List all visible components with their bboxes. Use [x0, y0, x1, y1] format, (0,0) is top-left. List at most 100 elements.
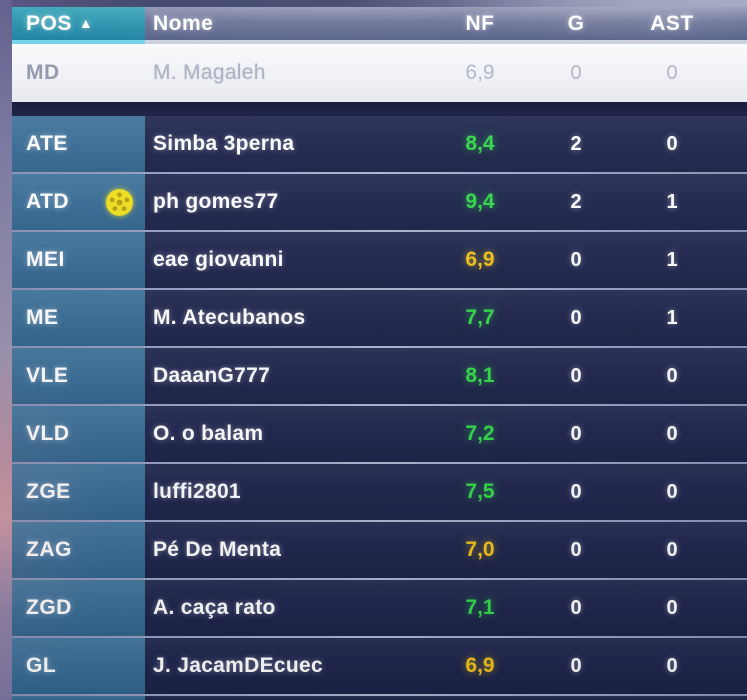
match-rating: 7,5	[465, 480, 495, 503]
table-row[interactable]: VLD O. o balam 7,2 0 0	[12, 406, 747, 462]
row-separator	[12, 404, 747, 406]
goals-value: 0	[570, 61, 582, 84]
position-cell: VLE	[12, 348, 145, 404]
position-label: MEI	[26, 248, 65, 271]
assists-value: 0	[666, 654, 678, 677]
table-header-row: POS ▲ Nome NF G AST	[12, 7, 747, 40]
player-name: luffi2801	[153, 480, 241, 503]
position-label: VLD	[26, 422, 70, 445]
position-cell: ZAG	[12, 522, 145, 578]
player-name: DaaanG777	[153, 364, 271, 387]
player-name: J. JacamDEcuec	[153, 654, 323, 677]
header-underline	[12, 40, 747, 44]
match-rating: 7,7	[465, 306, 495, 329]
table-row[interactable]: ZAG Pé De Menta 7,0 0 0	[12, 522, 747, 578]
goals-value: 2	[570, 132, 582, 155]
column-header-name[interactable]: Nome	[153, 11, 214, 35]
row-separator	[12, 578, 747, 580]
player-name: M. Magaleh	[153, 61, 266, 84]
match-rating: 7,0	[465, 538, 495, 561]
assists-value: 0	[666, 596, 678, 619]
match-rating: 6,9	[465, 61, 495, 84]
table-row[interactable]: ATD ph gomes77 9,4 2 1	[12, 174, 747, 230]
position-label: GL	[26, 654, 57, 677]
table-body: MD M. Magaleh 6,9 0 0 ATE	[12, 44, 747, 694]
table-row[interactable]: ZGE luffi2801 7,5 0 0	[12, 464, 747, 520]
background-strip	[0, 0, 12, 700]
column-header-goals[interactable]: G	[567, 11, 585, 35]
table-row[interactable]: ZGD A. caça rato 7,1 0 0	[12, 580, 747, 636]
position-cell: MEI	[12, 232, 145, 288]
assists-value: 0	[666, 480, 678, 503]
pos-header-label: POS	[26, 11, 72, 35]
sort-ascending-icon: ▲	[78, 14, 94, 31]
position-cell: GL	[12, 638, 145, 694]
position-cell: ATD	[12, 174, 145, 230]
position-label: ZGE	[26, 480, 71, 503]
row-separator	[12, 462, 747, 464]
column-header-pos[interactable]: POS ▲	[12, 7, 145, 40]
match-rating: 7,1	[465, 596, 495, 619]
player-name: eae giovanni	[153, 248, 284, 271]
match-rating: 8,4	[465, 132, 495, 155]
row-separator	[12, 288, 747, 290]
row-separator	[12, 230, 747, 232]
row-separator	[12, 636, 747, 638]
assists-value: 0	[666, 422, 678, 445]
column-header-rating[interactable]: NF	[465, 11, 495, 35]
position-label: ZAG	[26, 538, 72, 561]
table-row[interactable]: ATE Simba 3perna 8,4 2 0	[12, 116, 747, 172]
player-name: Pé De Menta	[153, 538, 282, 561]
motm-ball-icon	[106, 188, 133, 216]
position-label: ATE	[26, 132, 68, 155]
table-row-clipped	[12, 696, 747, 700]
match-rating: 6,9	[465, 654, 495, 677]
position-cell: ATE	[12, 116, 145, 172]
goals-value: 0	[570, 364, 582, 387]
table-row[interactable]: ME M. Atecubanos 7,7 0 1	[12, 290, 747, 346]
position-label: VLE	[26, 364, 69, 387]
assists-value: 1	[666, 190, 678, 213]
player-name: O. o balam	[153, 422, 264, 445]
position-cell: ZGD	[12, 580, 145, 636]
player-stats-table: POS ▲ Nome NF G AST MD M. Magaleh 6,9 0	[12, 0, 747, 700]
goals-value: 0	[570, 306, 582, 329]
column-header-assists[interactable]: AST	[650, 11, 694, 35]
position-label: MD	[26, 61, 60, 84]
assists-value: 1	[666, 306, 678, 329]
player-name: Simba 3perna	[153, 132, 295, 155]
position-label: ZGD	[26, 596, 72, 619]
table-row[interactable]: MD M. Magaleh 6,9 0 0	[12, 44, 747, 102]
player-name: A. caça rato	[153, 596, 276, 619]
position-cell: VLD	[12, 406, 145, 462]
goals-value: 0	[570, 248, 582, 271]
table-row[interactable]: GL J. JacamDEcuec 6,9 0 0	[12, 638, 747, 694]
match-rating: 9,4	[465, 190, 495, 213]
position-label: ATD	[26, 190, 70, 213]
position-cell: ME	[12, 290, 145, 346]
assists-value: 0	[666, 364, 678, 387]
goals-value: 0	[570, 422, 582, 445]
match-rating: 8,1	[465, 364, 495, 387]
assists-value: 0	[666, 538, 678, 561]
position-cell: ZGE	[12, 464, 145, 520]
match-rating: 7,2	[465, 422, 495, 445]
player-name: ph gomes77	[153, 190, 279, 213]
assists-value: 0	[666, 132, 678, 155]
table-row[interactable]: VLE DaaanG777 8,1 0 0	[12, 348, 747, 404]
row-separator	[12, 346, 747, 348]
table-top-edge	[12, 0, 747, 7]
row-separator	[12, 520, 747, 522]
row-separator	[12, 694, 747, 696]
selected-row-gap	[12, 102, 747, 116]
goals-value: 0	[570, 654, 582, 677]
assists-value: 1	[666, 248, 678, 271]
goals-value: 2	[570, 190, 582, 213]
row-separator	[12, 172, 747, 174]
assists-value: 0	[666, 61, 678, 84]
goals-value: 0	[570, 480, 582, 503]
table-row[interactable]: MEI eae giovanni 6,9 0 1	[12, 232, 747, 288]
match-rating: 6,9	[465, 248, 495, 271]
goals-value: 0	[570, 596, 582, 619]
